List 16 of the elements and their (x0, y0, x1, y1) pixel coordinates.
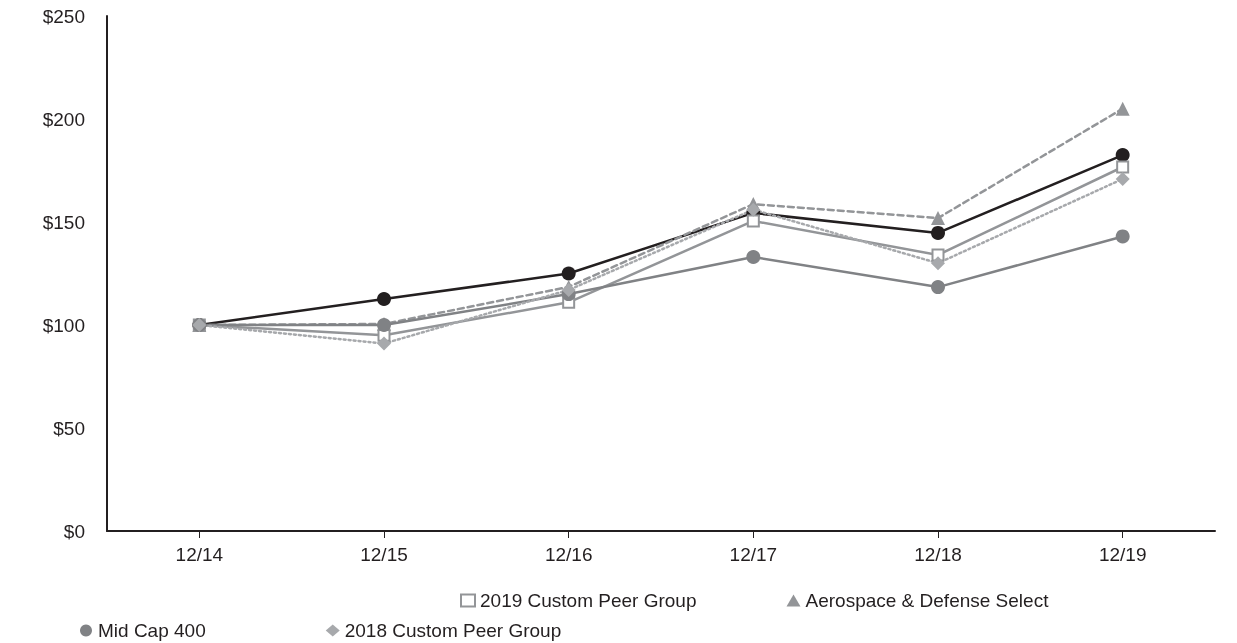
legend-label: 2018 Custom Peer Group (344, 620, 562, 641)
y-tick-label: $0 (63, 520, 85, 542)
x-tick-label: 12/18 (914, 544, 962, 565)
y-tick-label: $250 (42, 5, 85, 27)
y-tick-label: $50 (53, 417, 85, 439)
y-tick-label: $200 (42, 108, 85, 130)
y-tick-label: $100 (42, 314, 85, 336)
x-tick-label: 12/16 (544, 544, 593, 565)
x-tick-label: 12/17 (729, 544, 778, 565)
legend-label: Aerospace & Defense Select (805, 590, 1050, 611)
x-tick-label: 12/14 (175, 544, 224, 565)
legend-label: 2019 Custom Peer Group (480, 590, 697, 611)
y-tick-label: $150 (42, 211, 85, 233)
x-tick-label: 12/19 (1098, 544, 1147, 565)
legend-label: Mid Cap 400 (98, 620, 206, 641)
x-tick-label: 12/15 (360, 544, 408, 565)
